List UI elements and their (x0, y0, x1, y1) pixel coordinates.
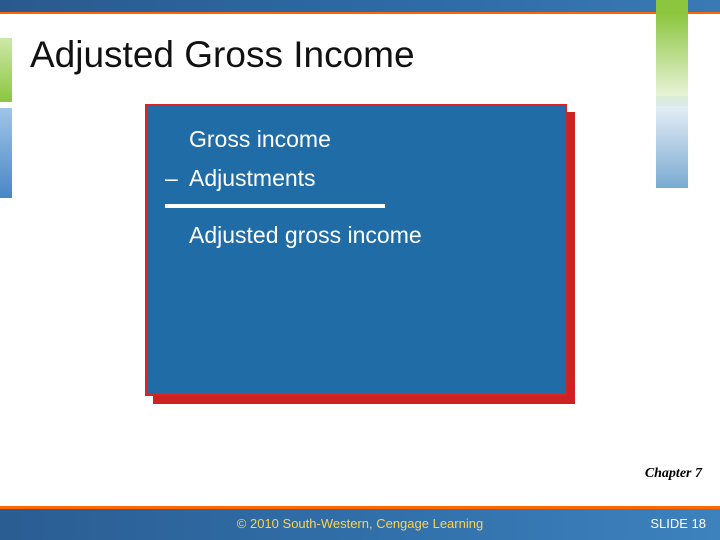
op (165, 126, 189, 153)
calc-text: Gross income (189, 126, 331, 153)
slide-number: SLIDE 18 (650, 516, 706, 531)
copyright-text: © 2010 South-Western, Cengage Learning (237, 516, 483, 531)
calc-line-result: Adjusted gross income (165, 216, 547, 255)
slide-body: Adjusted Gross Income Gross income – Adj… (0, 14, 720, 490)
chapter-label: Chapter 7 (645, 466, 702, 482)
top-bar (0, 0, 720, 14)
formula-box-wrap: Gross income – Adjustments Adjusted gros… (145, 104, 575, 404)
footer-accent-line (0, 506, 720, 509)
footer-bar: © 2010 South-Western, Cengage Learning S… (0, 506, 720, 540)
op: – (165, 165, 189, 192)
calc-rule (165, 204, 385, 208)
op (165, 222, 189, 249)
calc-text: Adjusted gross income (189, 222, 422, 249)
slide-num-value: 18 (692, 516, 706, 531)
slide-label: SLIDE (650, 516, 688, 531)
top-green-tab (656, 0, 688, 14)
formula-box: Gross income – Adjustments Adjusted gros… (145, 104, 567, 396)
calc-line-adjustments: – Adjustments (165, 159, 547, 198)
slide-title: Adjusted Gross Income (30, 34, 690, 76)
calc-text: Adjustments (189, 165, 316, 192)
calc-line-gross: Gross income (165, 120, 547, 159)
